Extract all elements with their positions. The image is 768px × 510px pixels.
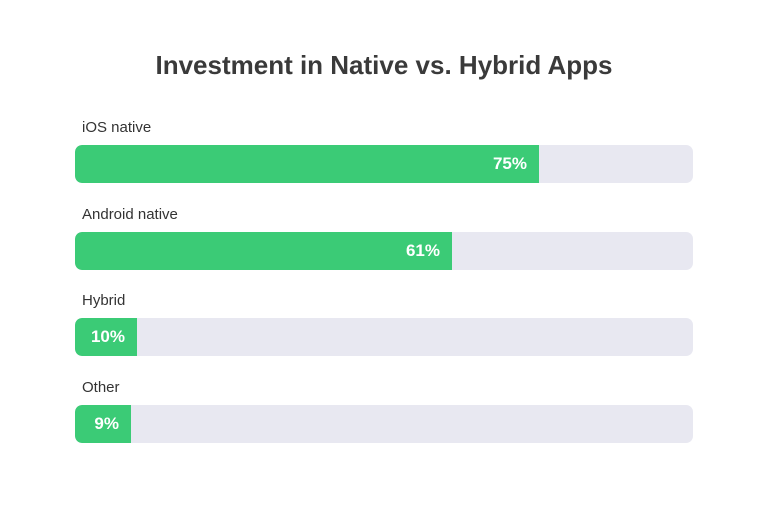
bar-label: Other [82, 378, 120, 396]
bar-track: 9% [75, 404, 693, 443]
bar [75, 231, 452, 270]
bar-track: 61% [75, 231, 693, 270]
bar-row: Other 9% [75, 378, 693, 444]
bar-label: Hybrid [82, 292, 126, 309]
bar-label: iOS native [82, 119, 152, 136]
bar-row: Hybrid 10% [75, 291, 693, 357]
bar-row: iOS native 75% [75, 118, 693, 184]
bar-value-label: 61% [405, 240, 440, 260]
bar-value-label: 10% [90, 327, 125, 346]
bar-track: 75% [75, 145, 693, 183]
bar-row: Android native 61% [75, 205, 693, 271]
bar-label: Android native [82, 205, 178, 223]
bar-track: 10% [75, 318, 693, 356]
bar-value-label: 75% [492, 154, 527, 173]
bar [75, 404, 131, 443]
bar-value-label: 9% [94, 413, 119, 433]
chart-title: Investment in Native vs. Hybrid Apps [155, 50, 613, 80]
bar [75, 145, 539, 183]
bar [75, 318, 137, 356]
